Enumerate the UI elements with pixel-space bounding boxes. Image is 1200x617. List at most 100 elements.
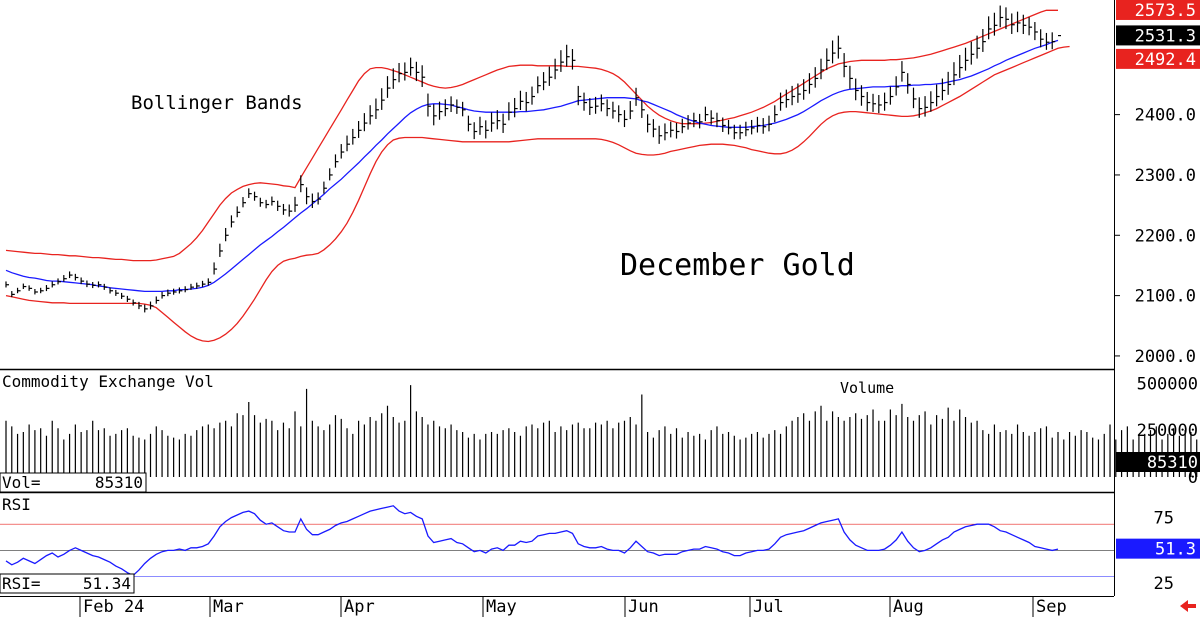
price-bar	[739, 124, 744, 140]
month-label: Aug	[893, 597, 924, 617]
price-bar	[190, 283, 194, 290]
price-bar	[381, 88, 385, 110]
volume-readout-value: 85310	[95, 473, 143, 492]
price-bar	[837, 35, 842, 59]
price-bar	[727, 119, 732, 135]
price-bar	[600, 94, 605, 112]
price-bar	[514, 97, 518, 118]
price-bar	[814, 67, 819, 88]
price-bar	[976, 35, 981, 59]
price-bar	[386, 76, 391, 98]
price-bar	[92, 282, 96, 289]
price-bar	[485, 120, 489, 139]
price-bar	[797, 83, 801, 103]
price-bar	[178, 287, 183, 294]
price-bar	[427, 93, 431, 117]
price-bar	[641, 99, 645, 118]
price-bar	[1051, 32, 1056, 50]
month-label: Jun	[628, 597, 659, 617]
volume-series-label: Volume	[840, 379, 894, 397]
price-tag-background	[1116, 0, 1200, 20]
price-bar	[196, 282, 200, 289]
price-bar	[57, 278, 62, 285]
rsi-readout-label: RSI=	[2, 574, 41, 593]
price-bar	[184, 286, 189, 293]
price-bar	[490, 112, 495, 132]
price-bar	[300, 175, 304, 193]
rsi-panel-title: RSI	[2, 495, 31, 514]
price-bar	[831, 40, 836, 64]
month-label: Jul	[753, 597, 784, 617]
price-bar	[173, 288, 177, 295]
price-bar	[912, 87, 917, 109]
price-bar	[1040, 29, 1044, 48]
price-bar	[508, 102, 512, 121]
left-arrow-icon[interactable]	[1180, 600, 1196, 612]
price-bar	[953, 62, 957, 86]
price-bar	[28, 285, 33, 291]
price-tag-background	[1116, 48, 1200, 69]
price-bar	[467, 115, 472, 132]
month-label: May	[486, 597, 517, 617]
price-bar	[866, 91, 871, 112]
rsi-readout-box	[0, 573, 135, 594]
price-bar	[502, 113, 507, 133]
price-bar	[918, 97, 923, 118]
price-bar	[519, 90, 524, 111]
price-bar	[155, 296, 160, 304]
price-bar	[329, 168, 333, 181]
price-bar	[860, 85, 865, 106]
price-bar	[410, 57, 414, 76]
price-bar	[369, 105, 374, 125]
price-bar	[964, 47, 969, 71]
price-bar	[843, 53, 848, 78]
price-bar	[762, 118, 767, 134]
price-bar	[768, 115, 772, 132]
price-bar	[201, 280, 206, 287]
price-bar	[404, 62, 408, 81]
price-bar	[496, 110, 501, 130]
price-bar	[612, 101, 616, 119]
price-bar	[930, 91, 934, 112]
price-bar	[999, 5, 1004, 28]
price-bar	[438, 101, 443, 120]
price-bar	[941, 78, 946, 101]
price-bar	[756, 116, 761, 133]
price-bar	[11, 291, 15, 298]
rsi-line	[5, 505, 1059, 577]
price-bar	[132, 299, 137, 306]
price-bar	[936, 84, 940, 107]
price-bar	[548, 66, 553, 86]
price-axis: 2000.0 2100.0 2200.0 2300.0 2400.0 2573.5 2531…	[1114, 0, 1200, 367]
rsi-tick-label: 75	[1154, 509, 1174, 529]
chart-title: December Gold	[620, 248, 855, 283]
price-bar	[259, 197, 264, 207]
price-bar	[207, 278, 212, 286]
price-bar	[433, 104, 437, 126]
price-bar	[242, 197, 246, 208]
price-tick-label: 2400.0	[1135, 106, 1196, 126]
price-bar	[791, 85, 796, 106]
price-tick-label: 2300.0	[1135, 166, 1196, 186]
volume-tag-label: 85310	[1147, 453, 1198, 473]
price-bar	[647, 114, 651, 133]
month-label: Apr	[344, 597, 375, 617]
month-label: Mar	[213, 597, 244, 617]
price-bar	[982, 29, 986, 52]
price-bar	[924, 96, 929, 117]
price-bar	[271, 196, 275, 206]
price-bar	[213, 262, 218, 275]
bollinger-bands-label: Bollinger Bands	[131, 92, 303, 114]
price-bar	[225, 227, 229, 242]
price-bar	[889, 86, 894, 105]
price-bar	[294, 196, 299, 212]
price-bar	[681, 118, 686, 134]
price-bar	[571, 49, 576, 70]
price-bar	[589, 98, 593, 115]
price-bar	[167, 289, 171, 297]
price-bar	[230, 215, 235, 228]
volume-tag-background	[1116, 452, 1200, 472]
price-bar	[687, 115, 692, 130]
month-label: Feb 24	[83, 597, 144, 617]
